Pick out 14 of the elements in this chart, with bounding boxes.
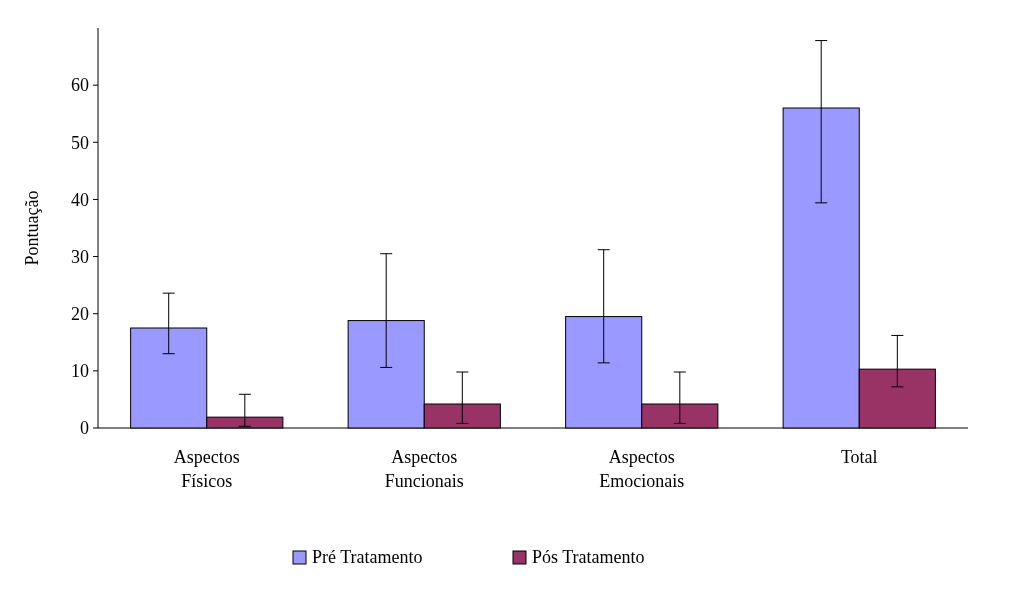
x-tick-label: Aspectos Físicos: [173, 447, 240, 491]
y-tick-label: 30: [71, 246, 89, 267]
y-tick-label: 0: [80, 418, 89, 439]
y-tick-label: 40: [71, 189, 89, 210]
legend-label: Pré Tratamento: [312, 547, 423, 567]
y-axis-title: Pontuação: [22, 190, 42, 266]
y-tick-label: 60: [71, 75, 89, 96]
x-tick-label: Aspectos Funcionais: [384, 447, 464, 491]
legend-label: Pós Tratamento: [532, 547, 645, 567]
x-tick-label: Aspectos Emocionais: [599, 447, 685, 491]
x-tick-label: Total: [840, 447, 878, 467]
y-tick-label: 20: [71, 304, 89, 325]
y-tick-label: 10: [71, 361, 89, 382]
y-tick-label: 50: [71, 132, 89, 153]
